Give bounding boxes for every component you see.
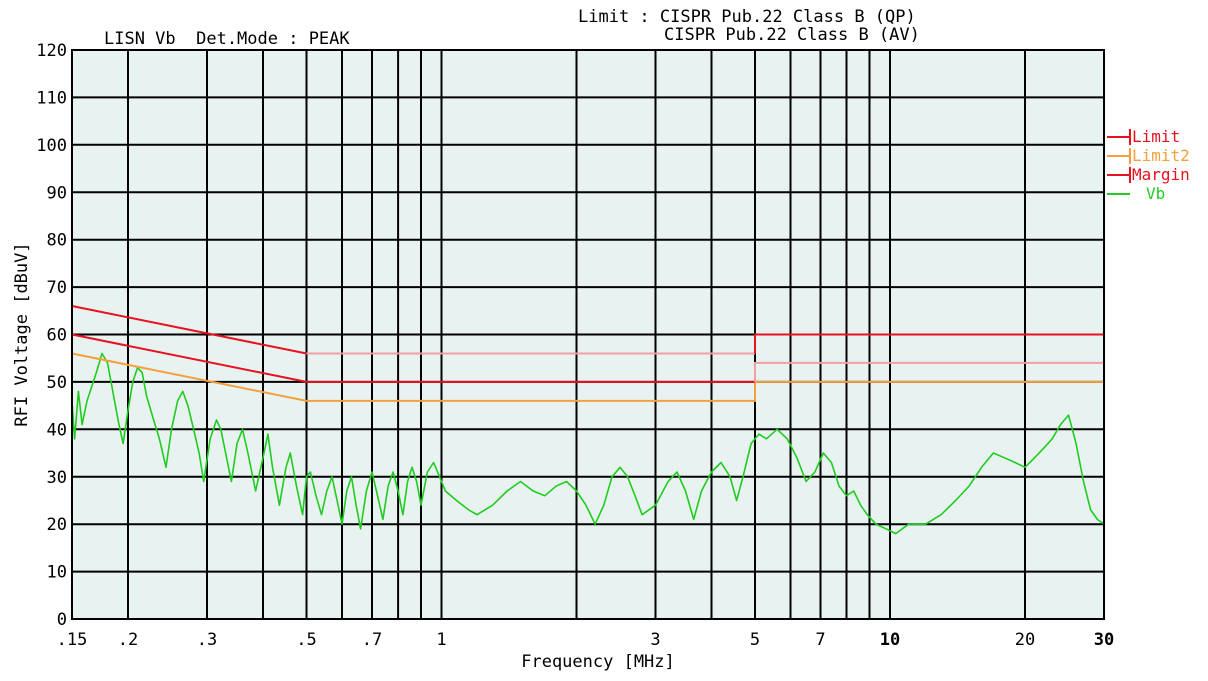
limit2-line bbox=[71, 352, 1104, 402]
y-tick-label: 100 bbox=[36, 136, 67, 156]
y-tick-label: 40 bbox=[47, 420, 67, 440]
legend-label-limit: Limit bbox=[1132, 127, 1180, 146]
x-axis-label: Frequency [MHz] bbox=[521, 652, 675, 672]
y-tick-label: 80 bbox=[47, 231, 67, 251]
y-tick-label: 110 bbox=[36, 88, 67, 108]
x-tick-labels: .15 .2 .3 .5 .7 1 3 5 7 10 20 30 bbox=[57, 630, 1115, 650]
grid bbox=[72, 50, 1104, 619]
limit-header-line1: Limit : CISPR Pub.22 Class B (QP) bbox=[578, 7, 916, 27]
x-tick-label: 10 bbox=[880, 630, 900, 650]
y-tick-label: 60 bbox=[47, 326, 67, 346]
x-tick-label: 5 bbox=[750, 630, 760, 650]
margin-line bbox=[754, 361, 1104, 382]
x-tick-label: .7 bbox=[362, 630, 382, 650]
y-tick-label: 10 bbox=[47, 563, 67, 583]
series-lines bbox=[71, 305, 1105, 535]
legend-label-margin: Margin bbox=[1132, 165, 1190, 184]
limit-line bbox=[71, 305, 307, 355]
x-tick-label: 30 bbox=[1094, 630, 1114, 650]
chart-header-left: LISN Vb Det.Mode : PEAK bbox=[104, 29, 350, 49]
vb-line bbox=[71, 352, 1105, 535]
y-tick-label: 70 bbox=[47, 278, 67, 298]
y-tick-label: 90 bbox=[47, 183, 67, 203]
plot-border bbox=[71, 49, 1105, 620]
y-axis-label: RFI Voltage [dBuV] bbox=[12, 242, 32, 426]
y-tick-label: 120 bbox=[36, 41, 67, 61]
y-tick-label: 20 bbox=[47, 515, 67, 535]
y-tick-labels: 0 10 20 30 40 50 60 70 80 90 100 110 120 bbox=[36, 41, 67, 630]
y-tick-label: 50 bbox=[47, 373, 67, 393]
legend-label-limit2: Limit2 bbox=[1132, 146, 1190, 165]
x-tick-label: .15 bbox=[57, 630, 88, 650]
x-tick-label: 20 bbox=[1015, 630, 1035, 650]
x-tick-label: .2 bbox=[118, 630, 138, 650]
y-tick-label: 0 bbox=[57, 610, 67, 630]
x-tick-label: 3 bbox=[650, 630, 660, 650]
limit-header-line2: CISPR Pub.22 Class B (AV) bbox=[664, 25, 920, 45]
x-tick-label: .3 bbox=[197, 630, 217, 650]
x-tick-label: 1 bbox=[436, 630, 446, 650]
y-tick-label: 30 bbox=[47, 468, 67, 488]
limit-line bbox=[754, 333, 1104, 354]
x-tick-label: .5 bbox=[296, 630, 316, 650]
margin-line bbox=[71, 333, 755, 383]
x-tick-label: 7 bbox=[815, 630, 825, 650]
legend-label-vb: Vb bbox=[1146, 184, 1165, 203]
